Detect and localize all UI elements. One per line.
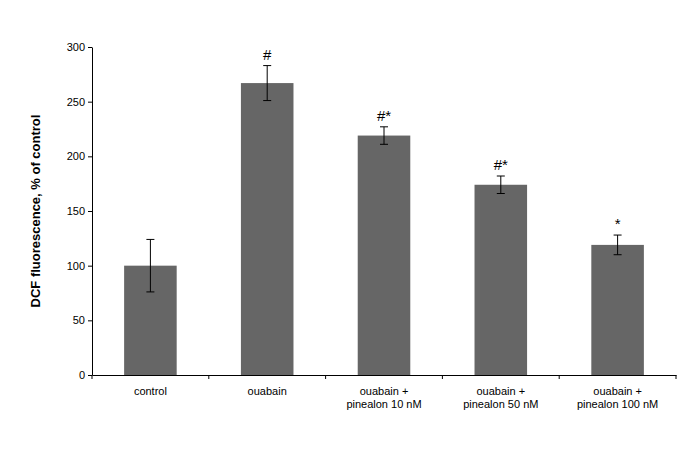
y-tick: 300 <box>67 41 92 53</box>
y-tick-mark <box>88 102 92 103</box>
x-tick-label: ouabain +pinealon 10 nM <box>346 385 421 410</box>
error-bar <box>146 239 154 291</box>
y-tick-mark <box>88 375 92 376</box>
bar <box>591 245 644 375</box>
error-bar-line <box>146 239 154 291</box>
y-tick: 250 <box>67 96 92 108</box>
y-tick-label: 250 <box>67 96 85 108</box>
chart: 0 50 100 150 200 250 300 control ouabain ouabain … <box>0 0 700 452</box>
x-separator <box>676 375 677 379</box>
x-separator <box>325 375 326 379</box>
error-bar <box>614 235 622 255</box>
y-tick: 0 <box>79 369 92 381</box>
x-separator <box>442 375 443 379</box>
y-tick: 100 <box>67 260 92 272</box>
x-tick-label: ouabain +pinealon 100 nM <box>577 385 658 410</box>
y-tick-mark <box>88 320 92 321</box>
y-axis-title: DCF fluorescence, % of control <box>28 115 43 308</box>
y-tick-label: 200 <box>67 150 85 162</box>
x-tick-label: ouabain +pinealon 50 nM <box>463 385 538 410</box>
annotation: #* <box>494 156 508 173</box>
y-tick: 50 <box>73 314 92 326</box>
bar <box>358 136 411 375</box>
y-tick-label: 100 <box>67 260 85 272</box>
x-tick: ouabain +pinealon 50 nM <box>463 375 538 410</box>
annotation: #* <box>377 107 391 124</box>
y-axis-line <box>92 48 93 376</box>
marks <box>124 66 644 375</box>
y-tick: 150 <box>67 205 92 217</box>
x-tick: ouabain +pinealon 100 nM <box>577 375 658 410</box>
annotation: # <box>263 46 272 63</box>
x-separator <box>92 375 93 379</box>
error-bar-line <box>614 235 622 255</box>
bar <box>241 83 294 375</box>
error-bar <box>263 66 271 101</box>
y-tick-mark <box>88 47 92 48</box>
y-axis: 0 50 100 150 200 250 300 <box>67 41 93 381</box>
x-tick: ouabain +pinealon 10 nM <box>346 375 421 410</box>
error-bar-line <box>380 127 388 144</box>
y-tick-label: 300 <box>67 41 85 53</box>
annotation: * <box>615 215 621 232</box>
error-bar-line <box>497 176 505 193</box>
error-bar <box>497 176 505 193</box>
x-separators <box>92 375 676 379</box>
y-tick-mark <box>88 211 92 212</box>
x-tick: control <box>134 375 167 397</box>
x-tick-label: ouabain <box>248 385 287 397</box>
x-separator <box>208 375 209 379</box>
bar <box>475 185 528 375</box>
error-bar-line <box>263 66 271 101</box>
error-bar <box>380 127 388 144</box>
y-tick-label: 50 <box>73 314 85 326</box>
x-tick-label: control <box>134 385 167 397</box>
y-tick-mark <box>88 156 92 157</box>
y-tick-label: 0 <box>79 369 85 381</box>
plot: 0 50 100 150 200 250 300 control ouabain ouabain … <box>67 41 677 410</box>
y-tick-mark <box>88 266 92 267</box>
x-separator <box>559 375 560 379</box>
x-axis: control ouabain ouabain +pinealon 10 nM oua… <box>92 375 677 410</box>
x-tick: ouabain <box>248 375 287 397</box>
y-tick: 200 <box>67 150 92 162</box>
annotations: # #* #* * <box>263 46 621 232</box>
x-axis-line <box>93 375 677 376</box>
y-tick-label: 150 <box>67 205 85 217</box>
